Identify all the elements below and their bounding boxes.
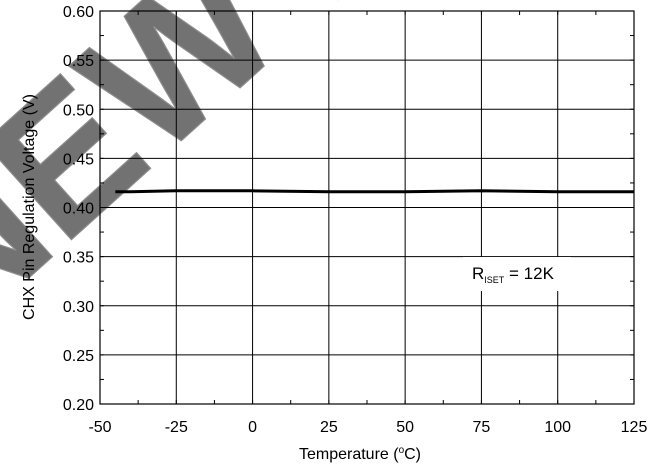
y-axis-title: CHX Pin Regulation Voltage (V): [21, 94, 38, 320]
annotation-background: [463, 257, 571, 291]
y-tick-label: 0.55: [63, 53, 94, 70]
x-tick-label: -50: [88, 419, 111, 436]
y-tick-label: 0.45: [63, 151, 94, 168]
x-tick-label: 100: [544, 419, 571, 436]
watermark-text: NEW DESIGNS: [0, 0, 652, 371]
y-tick-label: 0.40: [63, 201, 94, 218]
series-line: [115, 189, 634, 194]
x-tick-labels: -50 -25 0 25 50 75 100 125: [88, 419, 647, 436]
y-tick-label: 0.60: [63, 4, 94, 21]
annotation: RISET = 12K: [463, 257, 571, 291]
x-tick-label: 0: [248, 419, 257, 436]
x-tick-label: 75: [473, 419, 491, 436]
x-tick-label: 125: [621, 419, 648, 436]
y-tick-label: 0.50: [63, 102, 94, 119]
x-tick-label: 50: [396, 419, 414, 436]
y-tick-label: 0.20: [63, 397, 94, 414]
x-tick-label: 25: [320, 419, 338, 436]
x-tick-label: -25: [165, 419, 188, 436]
annotation-text: RISET = 12K: [472, 264, 555, 285]
x-axis-title: Temperature (oC): [299, 445, 421, 463]
y-tick-label: 0.30: [63, 299, 94, 316]
axes: [99, 10, 635, 405]
y-tick-label: 0.25: [63, 348, 94, 365]
series: [115, 189, 634, 194]
y-tick-label: 0.35: [63, 250, 94, 267]
watermark: NEW DESIGNS: [0, 0, 652, 371]
y-tick-labels: 0.20 0.25 0.30 0.35 0.40 0.45 0.50 0.55 0.60: [63, 4, 94, 414]
